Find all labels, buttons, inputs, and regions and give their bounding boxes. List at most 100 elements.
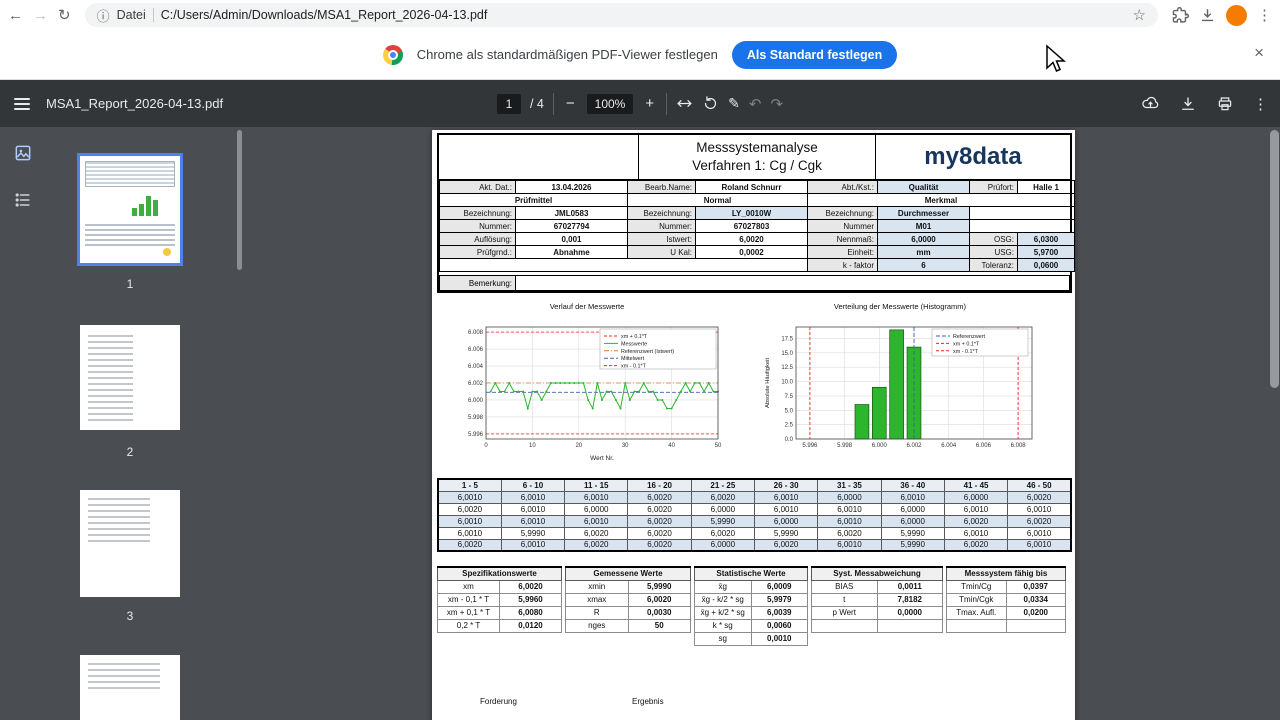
- downloads-tray-icon[interactable]: [1199, 7, 1216, 24]
- bemerkung-table: Bemerkung:: [439, 275, 1070, 291]
- svg-text:5.996: 5.996: [802, 443, 818, 449]
- bemerkung-label: Bemerkung:: [439, 275, 516, 291]
- line-chart-title: Verlauf der Messwerte: [549, 302, 625, 311]
- info-cell: Durchmesser: [877, 206, 970, 220]
- sidebar-scrollbar-thumb[interactable]: [237, 130, 242, 270]
- measurement-cell: 6,0010: [500, 490, 566, 504]
- thumbnail-view-icon[interactable]: [13, 143, 33, 163]
- measurement-cell: 6,0010: [564, 514, 629, 528]
- measurement-cell: 6,0000: [690, 538, 755, 552]
- thumbnail-page-2[interactable]: [80, 325, 180, 430]
- info-cell: 0,0002: [695, 245, 808, 259]
- svg-text:Absolute Häufigkeit: Absolute Häufigkeit: [765, 358, 771, 408]
- info-cell: M01: [877, 219, 970, 233]
- thumbnail-page-3[interactable]: [80, 490, 180, 597]
- redo-icon[interactable]: ↷: [770, 95, 784, 113]
- svg-text:6.004: 6.004: [941, 443, 957, 449]
- measurement-cell: 6,0020: [1007, 490, 1072, 504]
- url-text[interactable]: C:/Users/Admin/Downloads/MSA1_Report_202…: [160, 8, 488, 22]
- measurement-cell: 6,0010: [500, 502, 566, 516]
- stats-value: [876, 618, 943, 633]
- annotate-icon[interactable]: ✎: [728, 95, 740, 111]
- measurement-cell: 6,0010: [1007, 526, 1072, 540]
- stats-value: 6,0080: [499, 605, 562, 620]
- menu-icon[interactable]: [14, 97, 30, 110]
- profile-avatar[interactable]: [1226, 4, 1247, 26]
- stats-value: 6,0039: [750, 605, 808, 620]
- thumbnail-page-4[interactable]: [80, 655, 180, 720]
- svg-text:0.0: 0.0: [785, 437, 794, 443]
- stats-table: Gemessene Werte xmin 5,9990 xmax 6,0020 R 0,00…: [565, 566, 691, 633]
- info-cell: OSG:: [969, 232, 1018, 246]
- chip-divider: [152, 8, 154, 22]
- svg-text:5.998: 5.998: [468, 415, 484, 421]
- info-icon[interactable]: ⓘ: [96, 8, 110, 24]
- main-scrollbar-thumb[interactable]: [1270, 130, 1279, 388]
- print-icon[interactable]: [1216, 95, 1234, 113]
- measurement-cell: 6,0000: [564, 502, 629, 516]
- stats-label: p Wert: [811, 605, 878, 620]
- download-icon[interactable]: [1179, 95, 1197, 113]
- svg-text:50: 50: [715, 443, 722, 449]
- measurement-cell: 5,9990: [880, 538, 945, 552]
- thumbnail-mini-lines: [88, 498, 150, 543]
- info-cell: 67027803: [695, 219, 808, 233]
- histogram-chart-plot: 0.0 2.5 5.0 7.5 10.0 12.5 15.0 17.5 5.996 5.998 6.…: [760, 311, 1040, 463]
- svg-text:10.0: 10.0: [781, 380, 793, 386]
- measurement-cell: 6,0000: [690, 502, 755, 516]
- thumbnail-mini-chart: [132, 194, 164, 216]
- pdf-more-options-icon[interactable]: ⋮: [1253, 95, 1268, 113]
- outline-view-icon[interactable]: [13, 190, 33, 210]
- zoom-out-icon[interactable]: −: [565, 95, 575, 112]
- browser-menu-icon[interactable]: ⋮: [1257, 7, 1272, 24]
- browser-toolbar: ← → ↻ ⓘ Datei C:/Users/Admin/Downloads/M…: [0, 0, 1280, 30]
- svg-text:6.008: 6.008: [468, 330, 484, 336]
- stats-value: 0,0200: [1005, 605, 1066, 620]
- fit-width-icon[interactable]: [676, 95, 693, 112]
- stats-table: Statistische Werte x̄g 6,0009 x̄g - k/2 * s…: [694, 566, 808, 646]
- info-cell: JML0583: [515, 206, 628, 220]
- measurement-cell: 5,9990: [690, 514, 755, 528]
- svg-text:0: 0: [484, 443, 488, 449]
- svg-text:7.5: 7.5: [785, 394, 794, 400]
- company-logo: my8data: [924, 143, 1022, 170]
- info-cell: Prüfmittel: [439, 193, 628, 207]
- stats-label: [946, 618, 1007, 633]
- info-cell: Bezeichnung:: [627, 206, 696, 220]
- extensions-icon[interactable]: [1172, 6, 1189, 24]
- measurement-cell: 5,9990: [880, 526, 945, 540]
- reload-icon[interactable]: ↻: [58, 6, 71, 24]
- set-default-button[interactable]: Als Standard festlegen: [731, 40, 898, 69]
- info-cell: Merkmal: [807, 193, 1075, 207]
- banner-close-icon[interactable]: ×: [1254, 43, 1264, 62]
- zoom-in-icon[interactable]: +: [645, 95, 655, 112]
- measurement-cell: 5,9990: [753, 526, 819, 540]
- stats-label: sg: [694, 631, 752, 646]
- forward-icon[interactable]: →: [33, 6, 48, 24]
- info-cell: [969, 206, 1075, 220]
- bookmark-star-icon[interactable]: ☆: [1132, 7, 1146, 24]
- zoom-level[interactable]: 100%: [586, 93, 634, 114]
- info-cell: 5,9700: [1017, 245, 1075, 259]
- undo-icon[interactable]: ↶: [748, 95, 762, 113]
- measurement-cell: 6,0020: [943, 514, 1009, 528]
- stats-title: Spezifikationswerte: [437, 566, 562, 581]
- page-input[interactable]: 1: [496, 93, 521, 114]
- measurement-cell: 6,0020: [627, 526, 692, 540]
- url-bar[interactable]: ⓘ Datei C:/Users/Admin/Downloads/MSA1_Re…: [84, 3, 1158, 27]
- measurement-cell: 6,0020: [627, 538, 692, 552]
- svg-text:2.5: 2.5: [785, 423, 794, 429]
- drive-upload-icon[interactable]: [1141, 94, 1160, 113]
- info-cell: Istwert:: [627, 232, 696, 246]
- measurement-cell: 6,0020: [437, 538, 502, 552]
- stats-label: xm - 0,1 * T: [437, 592, 500, 607]
- measurement-cell: 6,0000: [880, 514, 945, 528]
- back-icon[interactable]: ←: [8, 6, 23, 24]
- footer-forderung: Forderung: [480, 697, 517, 706]
- measurement-cell: 6,0020: [627, 502, 692, 516]
- thumbnail-page-1[interactable]: [80, 156, 180, 263]
- info-cell: Auflösung:: [439, 232, 516, 246]
- rotate-icon[interactable]: [702, 95, 719, 112]
- info-table: Akt. Dat.: 13.04.2026 Bearb.Name: Roland Sc…: [439, 180, 1075, 272]
